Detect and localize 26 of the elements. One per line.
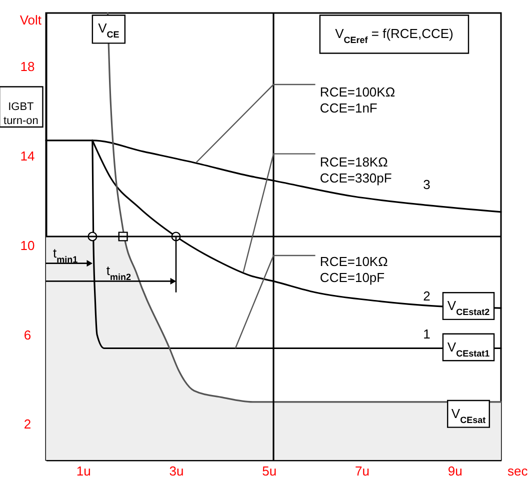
- annotation: RCE=100KΩ CCE=1nF: [320, 84, 396, 116]
- y-tick-label: 6: [24, 327, 32, 342]
- annotation: 3: [423, 177, 430, 192]
- x-tick-label: 9u: [448, 464, 462, 478]
- annotation: RCE=10KΩ CCE=10pF: [320, 254, 388, 286]
- y-tick-label: 2: [24, 416, 32, 432]
- annotation: 1: [423, 326, 430, 342]
- annotation: t$_{min2}$: [106, 263, 131, 282]
- x-tick-label: 3u: [169, 464, 184, 478]
- x-tick-label: 1u: [76, 464, 91, 478]
- annotation: t$_{min1}$: [52, 245, 78, 264]
- annotation: V$_{CE}$: [98, 20, 120, 40]
- y-axis-title: Volt: [20, 12, 42, 28]
- x-axis-title: sec: [508, 464, 528, 478]
- annotation: V$_{CEref}$ = f(RCE,CCE): [335, 26, 454, 46]
- text: IGBT turn-on: [4, 100, 38, 127]
- annotation: V$_{CEsat}$: [451, 406, 486, 425]
- y-tick-label: 14: [20, 148, 35, 164]
- x-tick-label: 5u: [262, 464, 277, 478]
- y-tick-label: 18: [20, 59, 35, 74]
- annotation: V$_{CEstat2}$: [447, 298, 490, 318]
- x-tick-label: 7u: [354, 464, 370, 478]
- annotation: 2: [423, 288, 430, 304]
- annotation: V$_{CEstat1}$: [447, 339, 490, 358]
- y-tick-label: 10: [20, 238, 35, 253]
- annotation: RCE=18KΩ CCE=330pF: [320, 154, 392, 186]
